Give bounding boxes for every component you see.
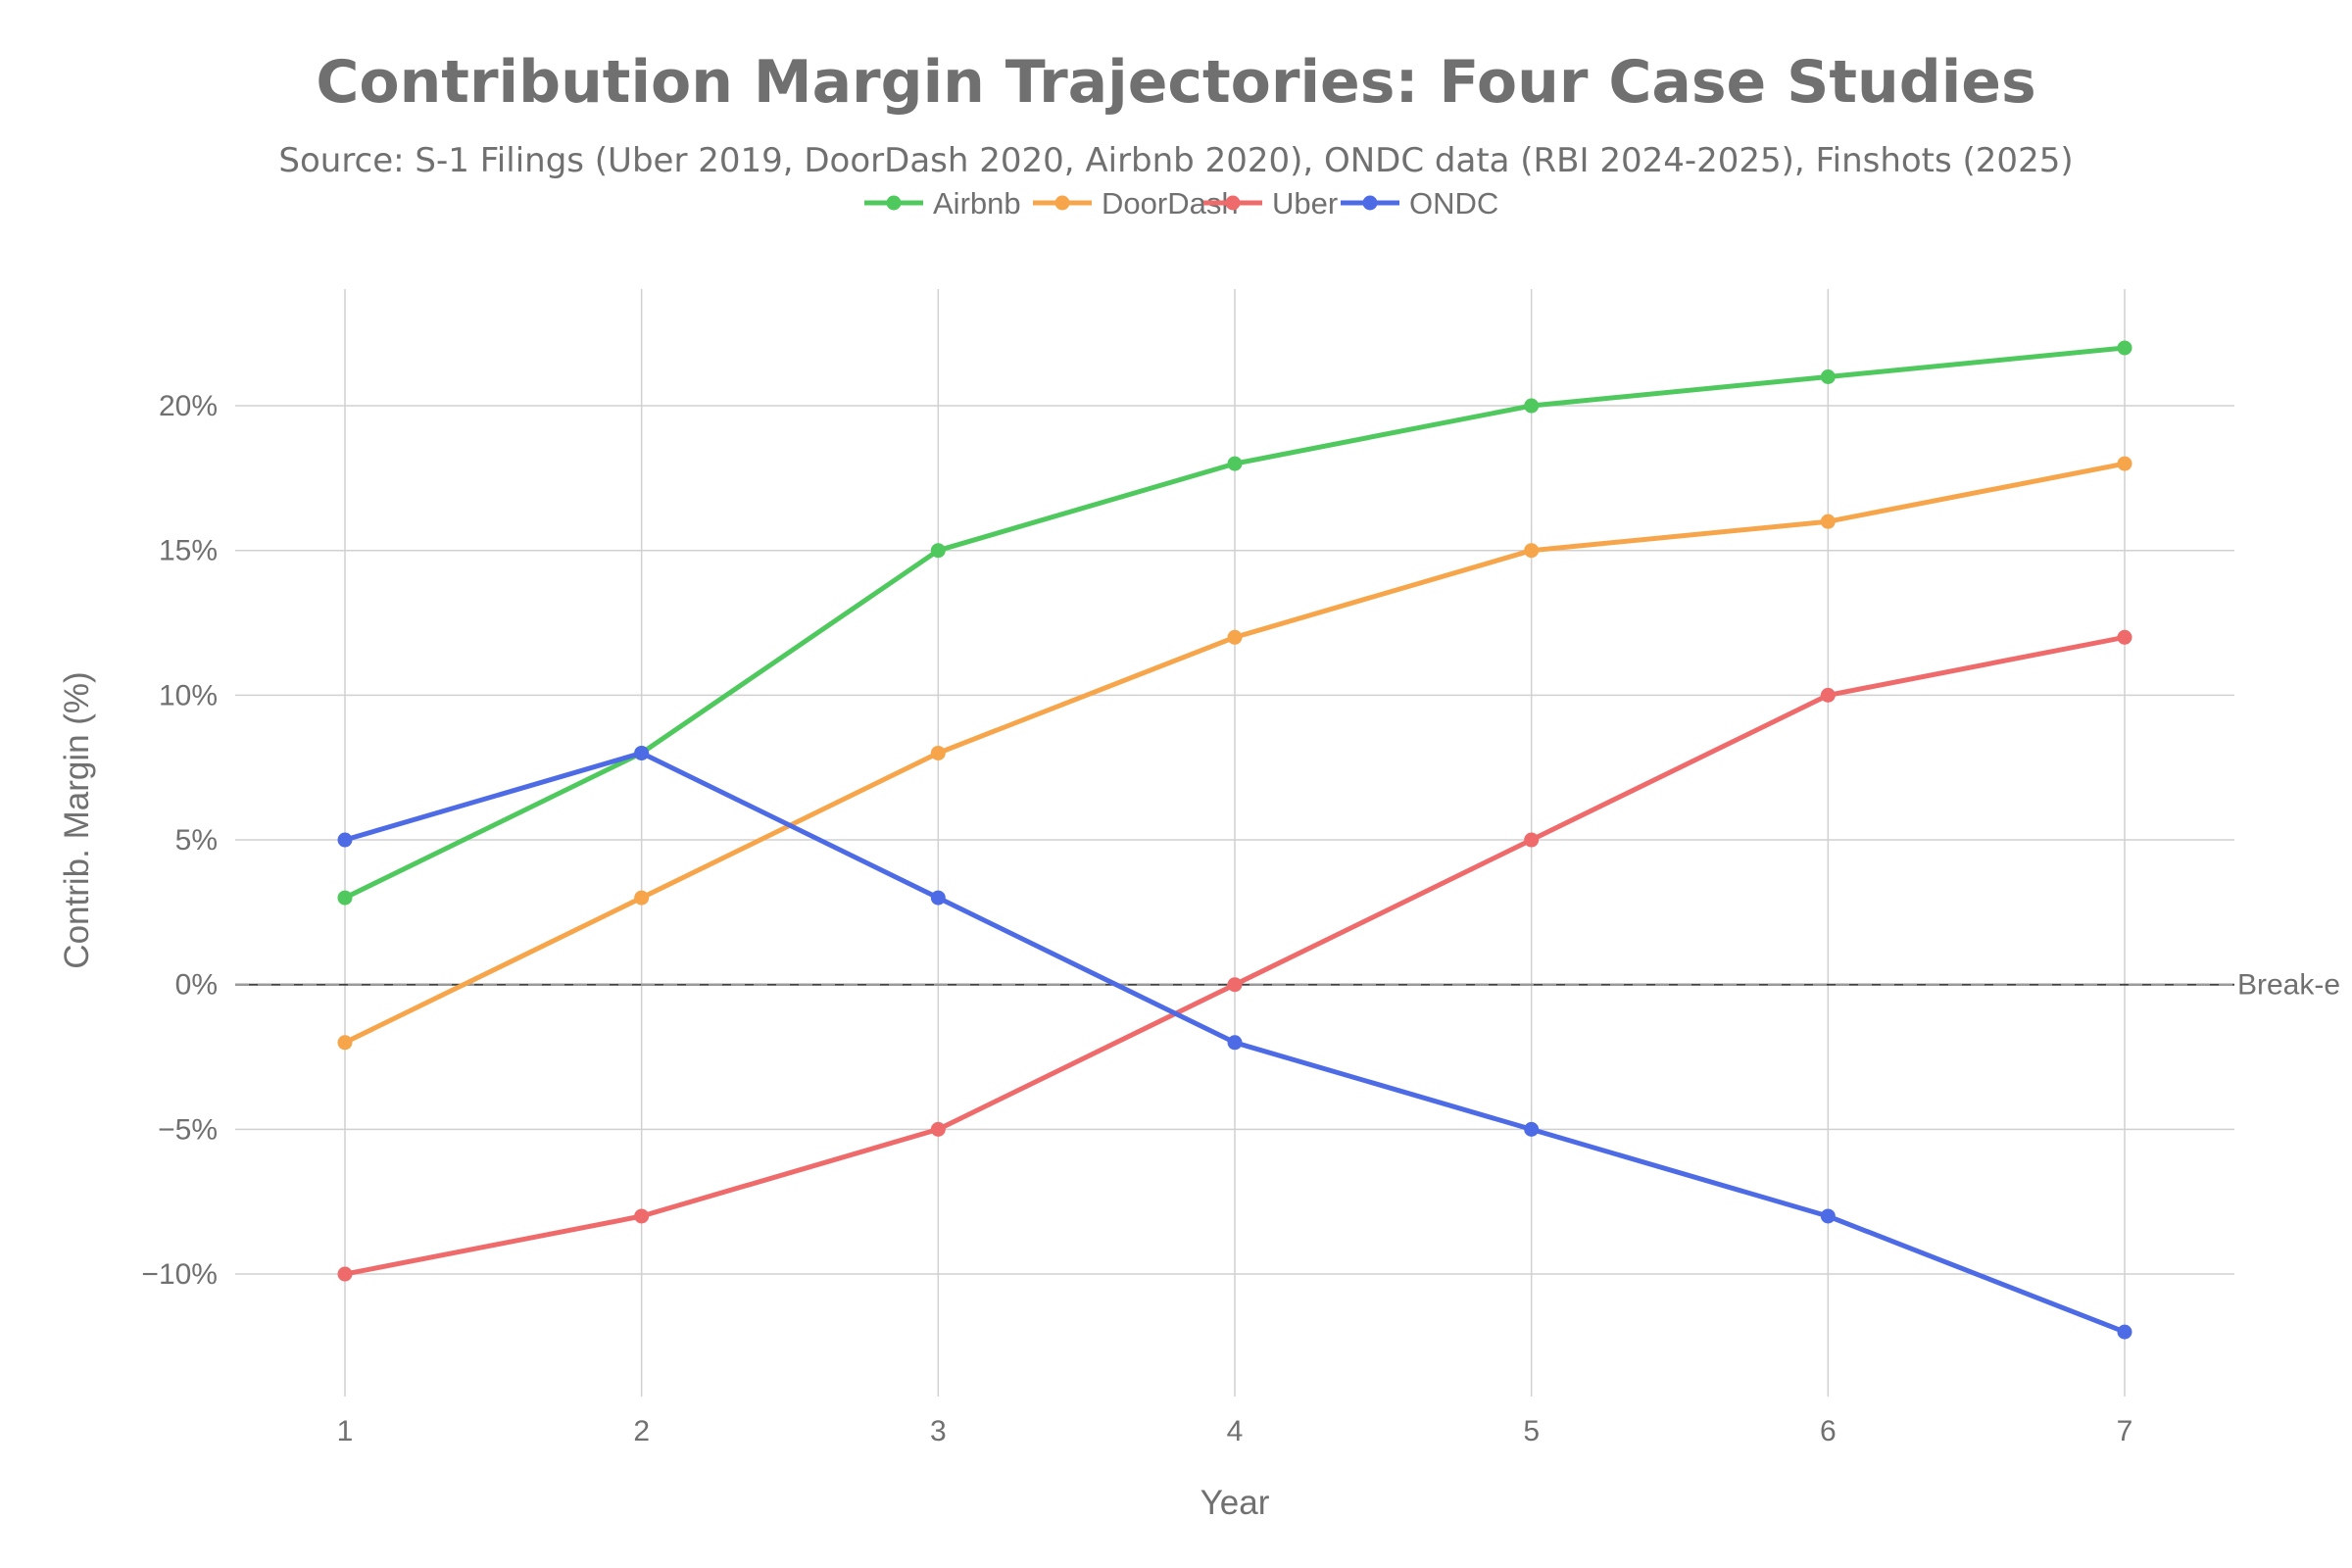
data-point-airbnb [1227, 456, 1243, 471]
y-axis-title: Contrib. Margin (%) [58, 671, 96, 968]
legend-label-ondc: ONDC [1409, 186, 1498, 220]
data-point-uber [337, 1266, 353, 1282]
x-tick-label: 5 [1523, 1415, 1540, 1447]
legend: Airbnb DoorDash Uber ONDC [864, 186, 1498, 220]
data-point-airbnb [930, 543, 946, 559]
legend-marker-airbnb [886, 195, 902, 211]
y-tick-label: 0% [175, 969, 218, 1002]
y-tick-label: −5% [158, 1113, 218, 1146]
y-tick-label: 20% [159, 390, 218, 422]
data-point-doordash [1524, 543, 1540, 559]
data-point-ondc [930, 890, 946, 906]
x-tick-label: 7 [2117, 1415, 2133, 1447]
data-point-airbnb [337, 890, 353, 906]
x-tick-label: 1 [337, 1415, 354, 1447]
data-point-airbnb [1820, 369, 1836, 385]
data-point-doordash [1227, 629, 1243, 645]
x-tick-label: 2 [633, 1415, 650, 1447]
data-point-uber [1227, 977, 1243, 993]
data-point-ondc [1524, 1121, 1540, 1137]
data-point-uber [2117, 629, 2132, 645]
chart-title: Contribution Margin Trajectories: Four C… [316, 48, 2035, 117]
data-point-airbnb [2117, 340, 2132, 356]
data-point-uber [930, 1121, 946, 1137]
legend-label-airbnb: Airbnb [933, 186, 1021, 220]
break-even-label: Break-e [2237, 969, 2340, 1002]
data-point-doordash [2117, 456, 2132, 471]
data-point-ondc [1227, 1035, 1243, 1051]
legend-marker-doordash [1054, 195, 1070, 211]
x-tick-label: 3 [930, 1415, 947, 1447]
y-tick-label: 5% [175, 824, 218, 857]
x-tick-label: 6 [1820, 1415, 1837, 1447]
data-point-uber [634, 1208, 650, 1224]
y-tick-label: 15% [159, 535, 218, 567]
tick-labels: 1 2 3 4 5 6 7 −10% −5% 0% 5% 10% 15% 20% [141, 390, 2132, 1447]
y-tick-label: 10% [159, 679, 218, 711]
series-group [337, 340, 2132, 1340]
annotations: Break-e [235, 969, 2340, 1002]
y-tick-label: −10% [141, 1258, 218, 1291]
data-point-uber [1524, 832, 1540, 848]
data-point-ondc [1820, 1208, 1836, 1224]
x-axis-title: Year [1200, 1484, 1270, 1522]
legend-marker-uber [1225, 195, 1241, 211]
data-point-doordash [634, 890, 650, 906]
legend-label-uber: Uber [1272, 186, 1338, 220]
data-point-ondc [337, 832, 353, 848]
grid [235, 289, 2234, 1396]
legend-marker-ondc [1362, 195, 1378, 211]
data-point-ondc [2117, 1324, 2132, 1340]
data-point-doordash [1820, 514, 1836, 529]
data-point-uber [1820, 687, 1836, 703]
data-point-doordash [337, 1035, 353, 1051]
x-tick-label: 4 [1227, 1415, 1244, 1447]
data-point-airbnb [1524, 398, 1540, 414]
data-point-ondc [634, 745, 650, 760]
chart-subtitle: Source: S-1 Filings (Uber 2019, DoorDash… [278, 141, 2073, 180]
data-point-doordash [930, 745, 946, 760]
